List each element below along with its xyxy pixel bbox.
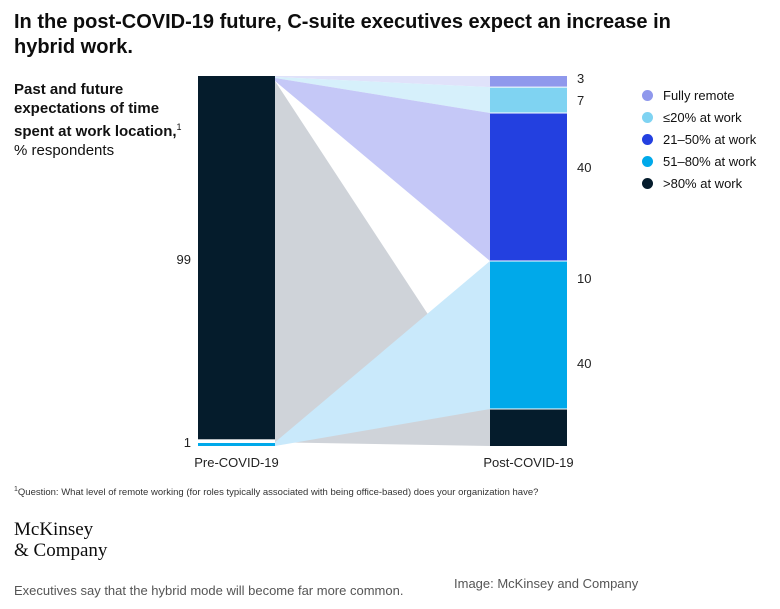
- flow--20-at-work: [275, 77, 490, 113]
- post-label: 7: [577, 93, 584, 108]
- post-bar-segment: [490, 87, 567, 113]
- image-credit: Image: McKinsey and Company: [454, 576, 639, 591]
- post-bar-segment: [490, 113, 567, 261]
- legend-label: Fully remote: [663, 87, 735, 103]
- mckinsey-logo: McKinsey & Company: [14, 519, 107, 561]
- flow-fully-remote: [275, 76, 490, 88]
- image-caption: Executives say that the hybrid mode will…: [14, 583, 404, 598]
- legend-item: >80% at work: [642, 172, 756, 194]
- post-bar-segment: [490, 76, 567, 88]
- flow-51-80-at-work: [275, 261, 490, 446]
- pre-label-99: 99: [177, 252, 191, 267]
- legend-label: ≤20% at work: [663, 109, 742, 125]
- footnote: 1Question: What level of remote working …: [14, 486, 538, 498]
- logo-line-1: McKinsey: [14, 519, 94, 540]
- subtitle-rest: % respondents: [14, 142, 115, 159]
- category-label-post: Post-COVID-19: [483, 455, 573, 470]
- legend: Fully remote ≤20% at work 21–50% at work 51…: [642, 84, 756, 194]
- subtitle-bold: Past and future expectations of time spe…: [14, 81, 177, 140]
- footnote-mark: 1: [14, 486, 18, 493]
- chart-subtitle: Past and future expectations of time spe…: [14, 80, 184, 160]
- legend-label: 21–50% at work: [663, 131, 757, 147]
- sankey-chart: 99 1 3 7 40 10 40 Pre-COVID-19 Post-COVID-19: [177, 71, 592, 470]
- legend-swatch: [642, 111, 653, 123]
- legend-item: 21–50% at work: [642, 128, 756, 150]
- legend-item: 51–80% at work: [642, 150, 756, 172]
- legend-swatch: [642, 89, 653, 101]
- pre-label-1: 1: [184, 435, 191, 450]
- flow-21-50-at-work: [275, 78, 490, 261]
- legend-swatch: [642, 177, 653, 189]
- legend-item: Fully remote: [642, 84, 756, 106]
- post-label: 3: [577, 71, 584, 86]
- legend-swatch: [642, 155, 653, 167]
- logo-line-2: & Company: [14, 540, 108, 561]
- subtitle-footnote-mark: 1: [176, 122, 182, 132]
- post-bar-segment: [490, 409, 567, 446]
- chart-title: In the post-COVID-19 future, C-suite exe…: [14, 11, 671, 58]
- post-label: 10: [577, 271, 591, 286]
- post-label: 40: [577, 356, 591, 371]
- legend-label: >80% at work: [663, 175, 743, 191]
- post-bar-segment: [490, 261, 567, 409]
- legend-label: 51–80% at work: [663, 153, 757, 169]
- category-label-pre: Pre-COVID-19: [194, 455, 279, 470]
- pre-bar-segment: [198, 76, 275, 440]
- legend-swatch: [642, 133, 653, 145]
- footnote-text: Question: What level of remote working (…: [17, 487, 539, 499]
- legend-item: ≤20% at work: [642, 106, 756, 128]
- pre-bar-segment: [198, 443, 275, 446]
- post-label: 40: [577, 160, 591, 175]
